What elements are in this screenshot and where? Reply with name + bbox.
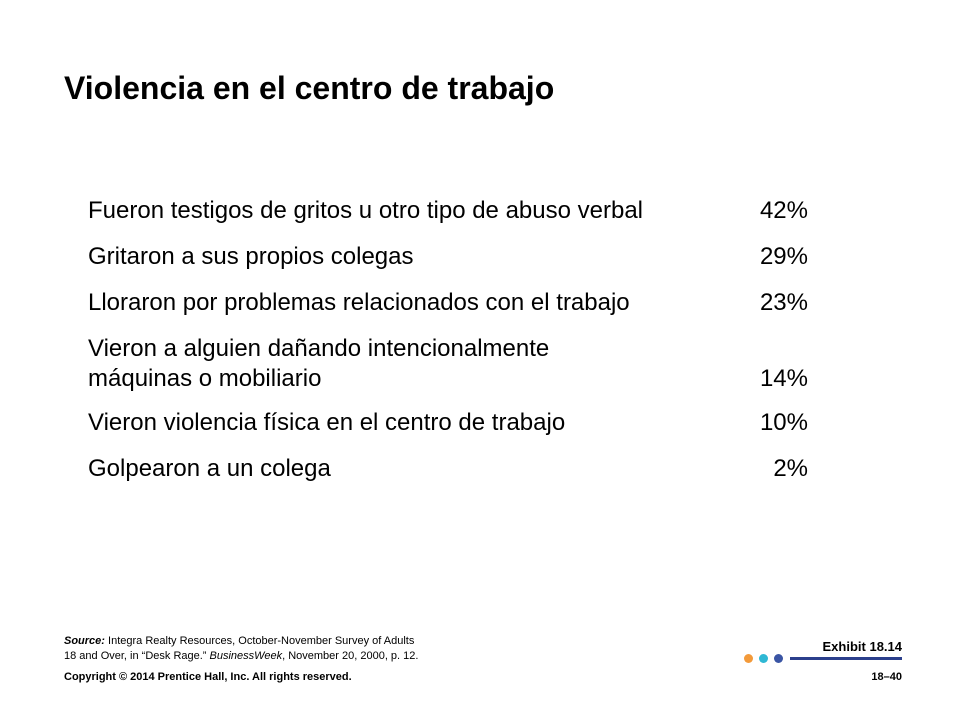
stat-label: Gritaron a sus propios colegas xyxy=(88,243,414,270)
stat-value: 29% xyxy=(759,243,808,270)
orange-dot-icon xyxy=(744,654,753,663)
source-text: Integra Realty Resources, October-Novemb… xyxy=(108,635,415,647)
source-text: , November 20, 2000, p. 12. xyxy=(282,650,419,662)
stat-row: Vieron violencia física en el centro de … xyxy=(88,408,808,438)
stat-value: 14% xyxy=(759,365,808,392)
accent-line xyxy=(790,657,902,660)
stat-label: Fueron testigos de gritos u otro tipo de… xyxy=(88,197,643,224)
blue-dot-icon xyxy=(774,654,783,663)
stats-table: Fueron testigos de gritos u otro tipo de… xyxy=(88,196,808,500)
source-note: Source: Integra Realty Resources, Octobe… xyxy=(64,634,484,664)
stat-row: Gritaron a sus propios colegas 29% xyxy=(88,242,808,272)
cyan-dot-icon xyxy=(759,654,768,663)
stat-row: Golpearon a un colega 2% xyxy=(88,454,808,484)
stat-value: 2% xyxy=(773,455,808,482)
stat-row: Fueron testigos de gritos u otro tipo de… xyxy=(88,196,808,226)
stat-label: Vieron a alguien dañando intencionalment… xyxy=(88,335,550,392)
slide-title: Violencia en el centro de trabajo xyxy=(64,70,555,106)
source-publication: BusinessWeek xyxy=(209,650,283,662)
stat-row: Vieron a alguien dañando intencionalment… xyxy=(88,334,808,394)
copyright-notice: Copyright © 2014 Prentice Hall, Inc. All… xyxy=(64,671,352,683)
page-number: 18–40 xyxy=(871,671,902,683)
stat-row: Lloraron por problemas relacionados con … xyxy=(88,288,808,318)
stat-value: 23% xyxy=(759,289,808,316)
exhibit-label: Exhibit 18.14 xyxy=(822,639,902,654)
source-text: 18 and Over, in “Desk Rage.” xyxy=(64,650,207,662)
decorative-dots xyxy=(744,654,783,664)
stat-value: 10% xyxy=(759,409,808,436)
stat-label: Vieron violencia física en el centro de … xyxy=(88,409,566,436)
source-label: Source: xyxy=(64,635,105,647)
stat-value: 42% xyxy=(759,197,808,224)
stat-label: Lloraron por problemas relacionados con … xyxy=(88,289,630,316)
stat-label: Golpearon a un colega xyxy=(88,455,331,482)
